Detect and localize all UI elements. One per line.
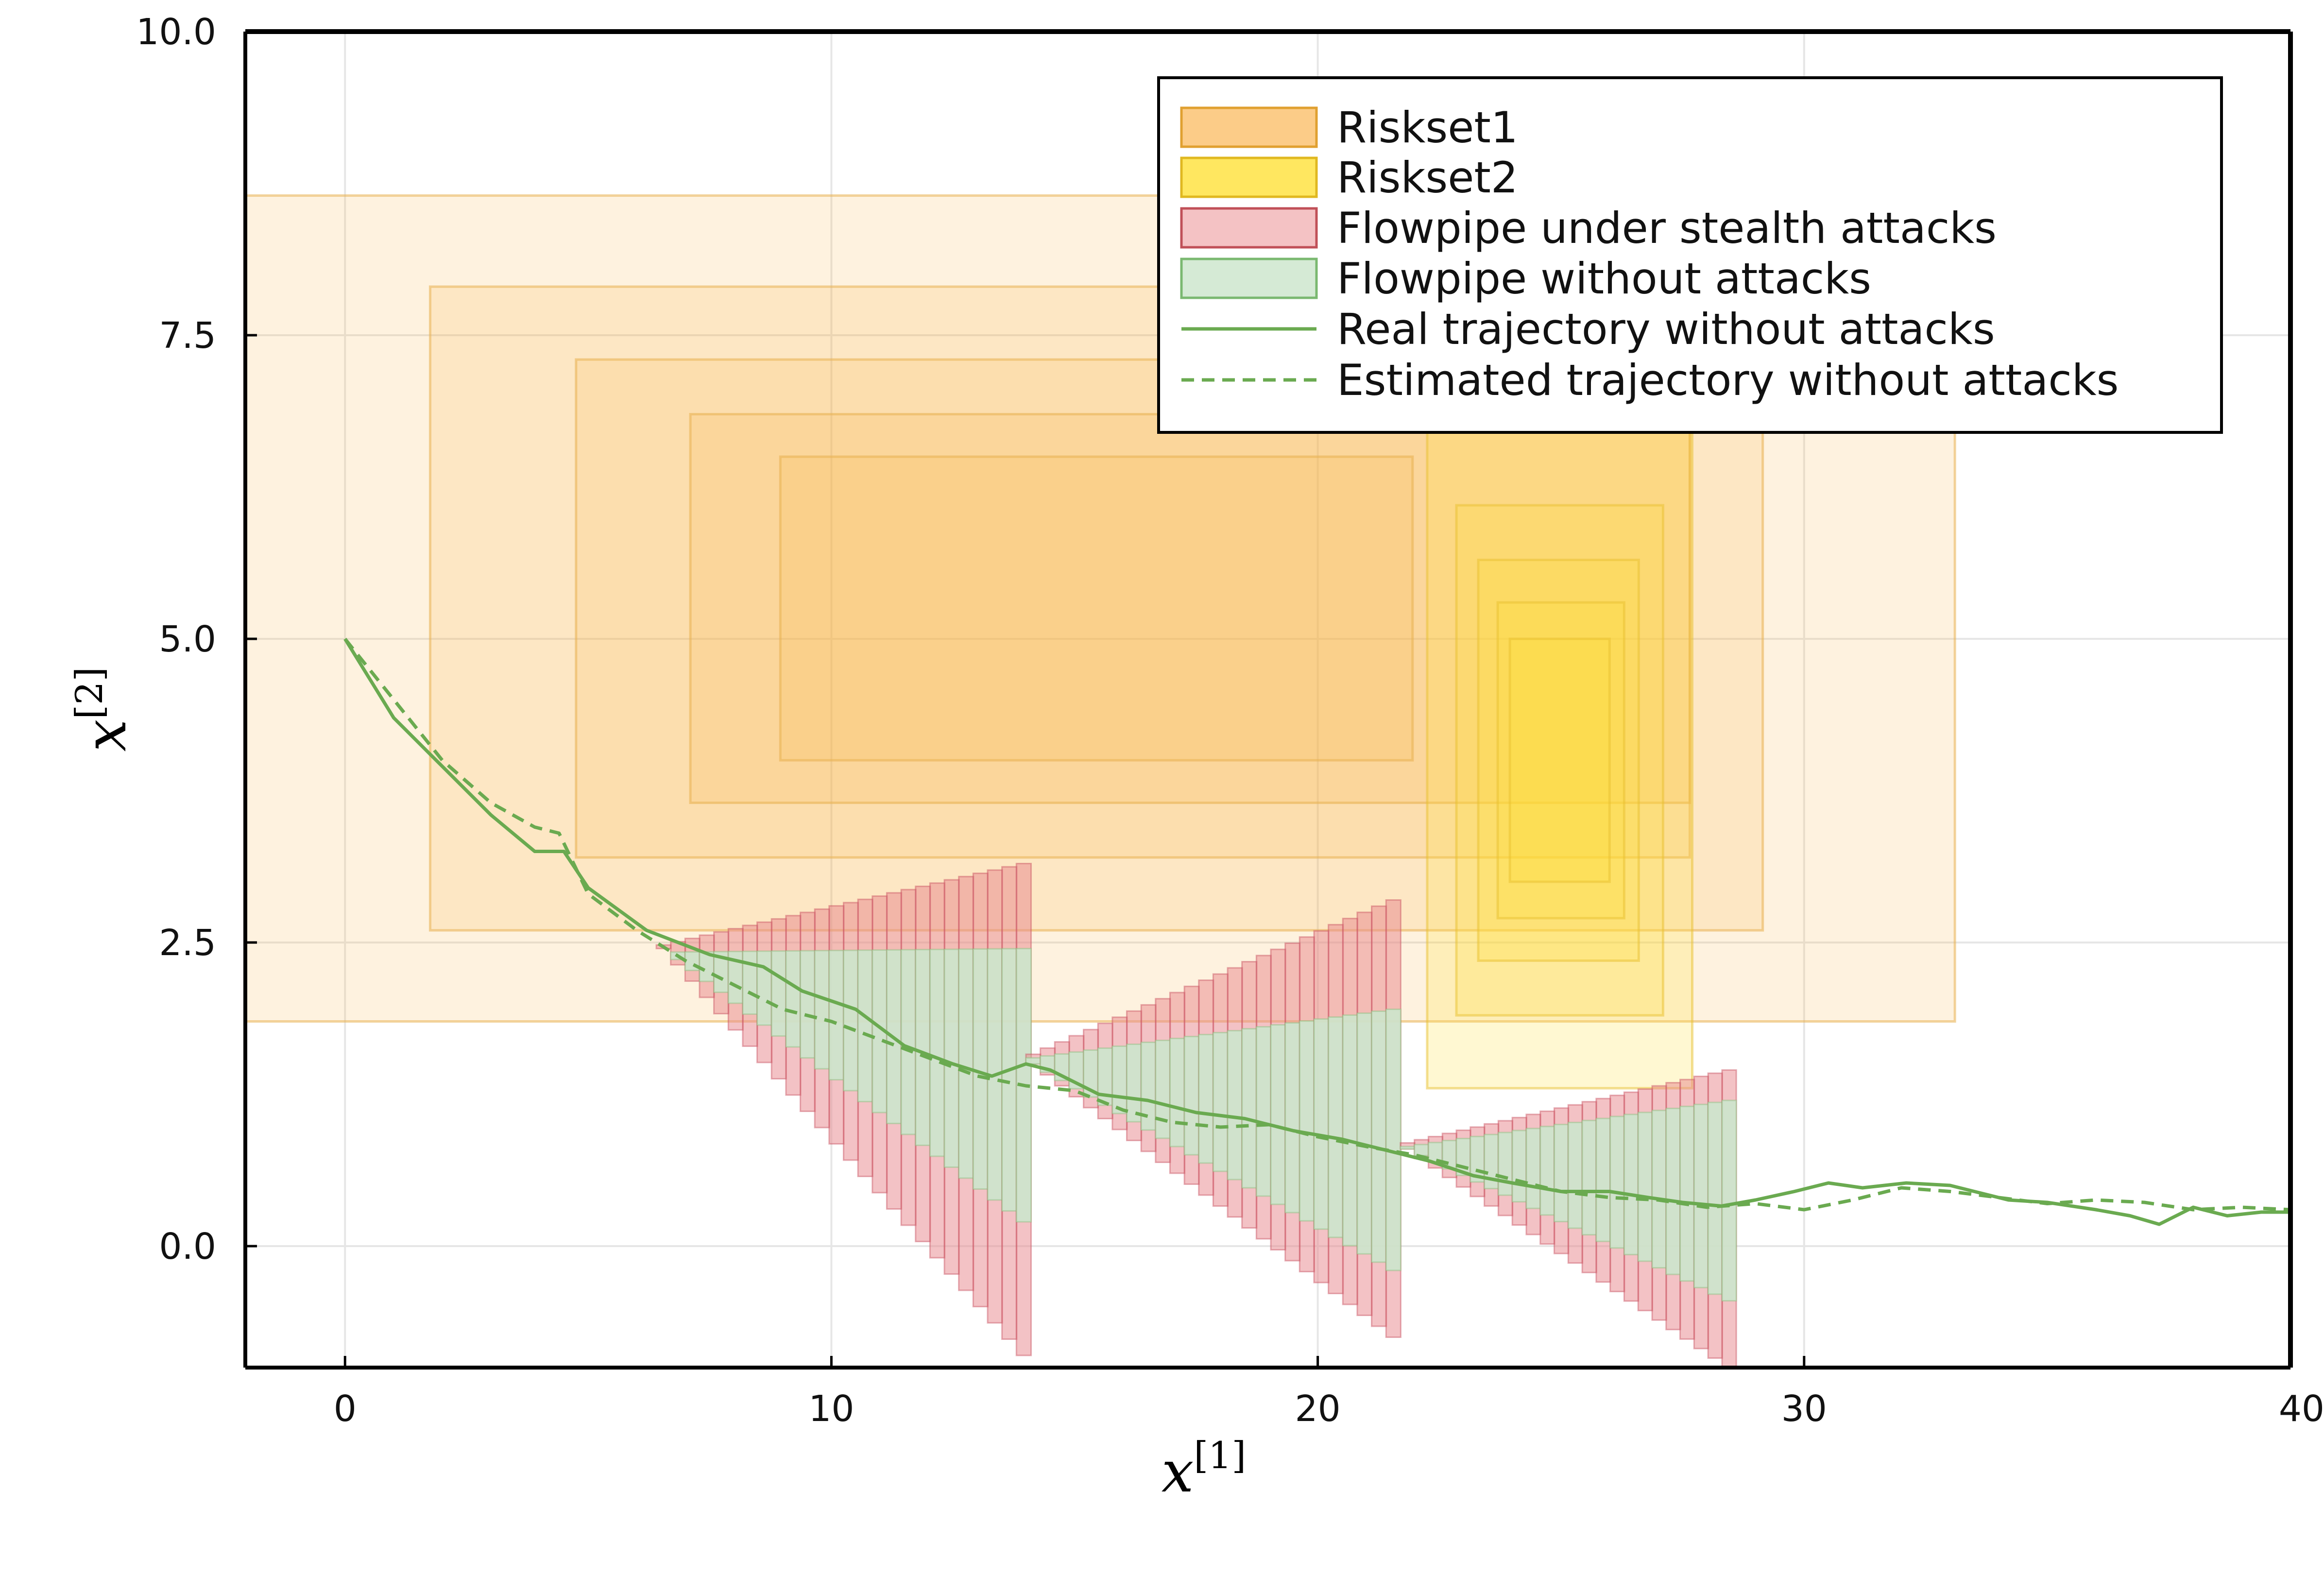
riskset2-box xyxy=(1477,559,1640,962)
flowpipe-normal-cell xyxy=(1371,1011,1387,1263)
flowpipe-normal-cell xyxy=(1111,1045,1128,1114)
y-tick-label: 10.0 xyxy=(136,11,216,53)
flowpipe-normal-cell xyxy=(915,949,931,1146)
legend-swatch xyxy=(1180,156,1318,198)
flowpipe-normal-cell xyxy=(1609,1115,1625,1249)
flowpipe-normal-cell xyxy=(929,948,946,1157)
flowpipe-normal-cell xyxy=(1169,1038,1186,1148)
riskset2-box xyxy=(1455,504,1664,1017)
flowpipe-normal-cell xyxy=(943,948,960,1168)
axes xyxy=(243,29,2293,1370)
flowpipe-normal-cell xyxy=(1623,1113,1640,1255)
flowpipe-normal-cell xyxy=(785,950,802,1048)
flowpipe-normal-cell xyxy=(1511,1130,1527,1203)
flowpipe-normal-cell xyxy=(1693,1103,1709,1288)
legend-label: Riskset1 xyxy=(1337,103,1518,153)
flowpipe-normal-cell xyxy=(1567,1121,1584,1229)
flowpipe-normal-cell xyxy=(1525,1128,1541,1209)
x-tick-label: 0 xyxy=(334,1388,357,1430)
flowpipe-normal-cell xyxy=(1539,1126,1555,1216)
flowpipe-normal-cell xyxy=(1183,1036,1200,1156)
x-axis-label: x[1] xyxy=(1162,1434,1246,1505)
flowpipe-normal-cell xyxy=(972,948,989,1190)
flowpipe-normal-cell xyxy=(1497,1131,1514,1196)
x-tick-label: 40 xyxy=(2279,1388,2324,1430)
legend-swatch xyxy=(1180,106,1318,148)
flowpipe-normal-cell xyxy=(1255,1026,1272,1197)
riskset1-box xyxy=(575,358,1692,859)
flowpipe-normal-cell xyxy=(1212,1032,1229,1172)
flowpipe-normal-cell xyxy=(1595,1117,1611,1242)
tick-labels: 0 10 20 30 40 0.0 2.5 5.0 7.5 10.0 xyxy=(136,11,2324,1430)
trajectories xyxy=(343,637,2291,1226)
flowpipe-normal-cell xyxy=(842,949,859,1092)
riskset1-box xyxy=(689,413,1692,804)
flowpipe-normal-cell xyxy=(814,950,830,1070)
flowpipe-normal-cell xyxy=(1299,1020,1316,1222)
legend-box xyxy=(1157,76,2223,434)
flowpipe-normal-cell xyxy=(1665,1108,1681,1275)
flowpipe-normal-cell xyxy=(1328,1016,1344,1238)
flowpipe-normal-cell xyxy=(1427,1142,1444,1163)
flowpipe-normal-cell xyxy=(1284,1022,1301,1214)
legend-label: Estimated trajectory without attacks xyxy=(1337,355,2119,405)
flowpipe-normal-cell xyxy=(1227,1030,1243,1181)
flowpipe-normal-cell xyxy=(1400,1146,1416,1150)
flowpipe-normal-cell xyxy=(1270,1024,1286,1205)
flowpipe-normal-cell xyxy=(1155,1040,1171,1139)
flowpipe-normal-cell xyxy=(1553,1124,1570,1222)
flowpipe-normal-cell xyxy=(1313,1018,1330,1230)
flowpipe-normal-cell xyxy=(1385,1009,1401,1271)
flowpipe-normal-cell xyxy=(1356,1012,1373,1255)
estimated-trajectory-line xyxy=(343,637,2291,1212)
flowpipe-normal-cell xyxy=(1721,1099,1737,1302)
flowpipe-normal-cell xyxy=(1241,1028,1258,1189)
flowpipe-normal-cell xyxy=(1581,1119,1597,1236)
flowpipe-normal-cell xyxy=(1126,1044,1143,1123)
legend-label: Real trajectory without attacks xyxy=(1337,304,1995,354)
flowpipes xyxy=(655,863,1737,1369)
flowpipe-normal-cell xyxy=(958,948,974,1179)
legend-label: Riskset2 xyxy=(1337,153,1518,203)
flowpipe-normal-cell xyxy=(1414,1144,1430,1157)
flowpipe-normal-cell xyxy=(1342,1014,1358,1247)
x-tick-label: 30 xyxy=(1781,1388,1827,1430)
legend-label: Flowpipe under stealth attacks xyxy=(1337,203,1997,253)
legend-label: Flowpipe without attacks xyxy=(1337,254,1871,304)
flowpipe-normal-cell xyxy=(800,950,816,1059)
flowpipe-normal-cell xyxy=(756,950,773,1026)
legend-swatch xyxy=(1180,257,1318,299)
x-tick-label: 20 xyxy=(1295,1388,1341,1430)
flowpipe-normal-cell xyxy=(1637,1112,1654,1262)
flowpipe-normal-cell xyxy=(770,950,787,1037)
flowpipe-normal-cell xyxy=(857,949,873,1103)
flowpipe-normal-cell xyxy=(900,949,917,1135)
y-tick-label: 0.0 xyxy=(159,1226,216,1268)
flowpipe-normal-cell xyxy=(828,949,845,1081)
y-axis-label: x[2] xyxy=(68,667,139,752)
legend-swatch xyxy=(1180,207,1318,249)
flowpipe-normal-cell xyxy=(742,950,758,1015)
riskset2-box xyxy=(1426,358,1694,1090)
flowpipe-normal-cell xyxy=(1651,1110,1667,1269)
riskset1-box xyxy=(779,455,1414,762)
y-tick-label: 5.0 xyxy=(159,618,216,660)
flowpipe-normal-cell xyxy=(1198,1034,1214,1164)
y-tick-label: 7.5 xyxy=(159,315,216,357)
riskset2-box xyxy=(1496,601,1625,920)
x-tick-label: 10 xyxy=(808,1388,854,1430)
y-tick-label: 2.5 xyxy=(159,922,216,964)
flowpipe-normal-cell xyxy=(1707,1101,1723,1295)
flowpipe-normal-cell xyxy=(1679,1105,1695,1282)
riskset2-box xyxy=(1508,637,1611,883)
